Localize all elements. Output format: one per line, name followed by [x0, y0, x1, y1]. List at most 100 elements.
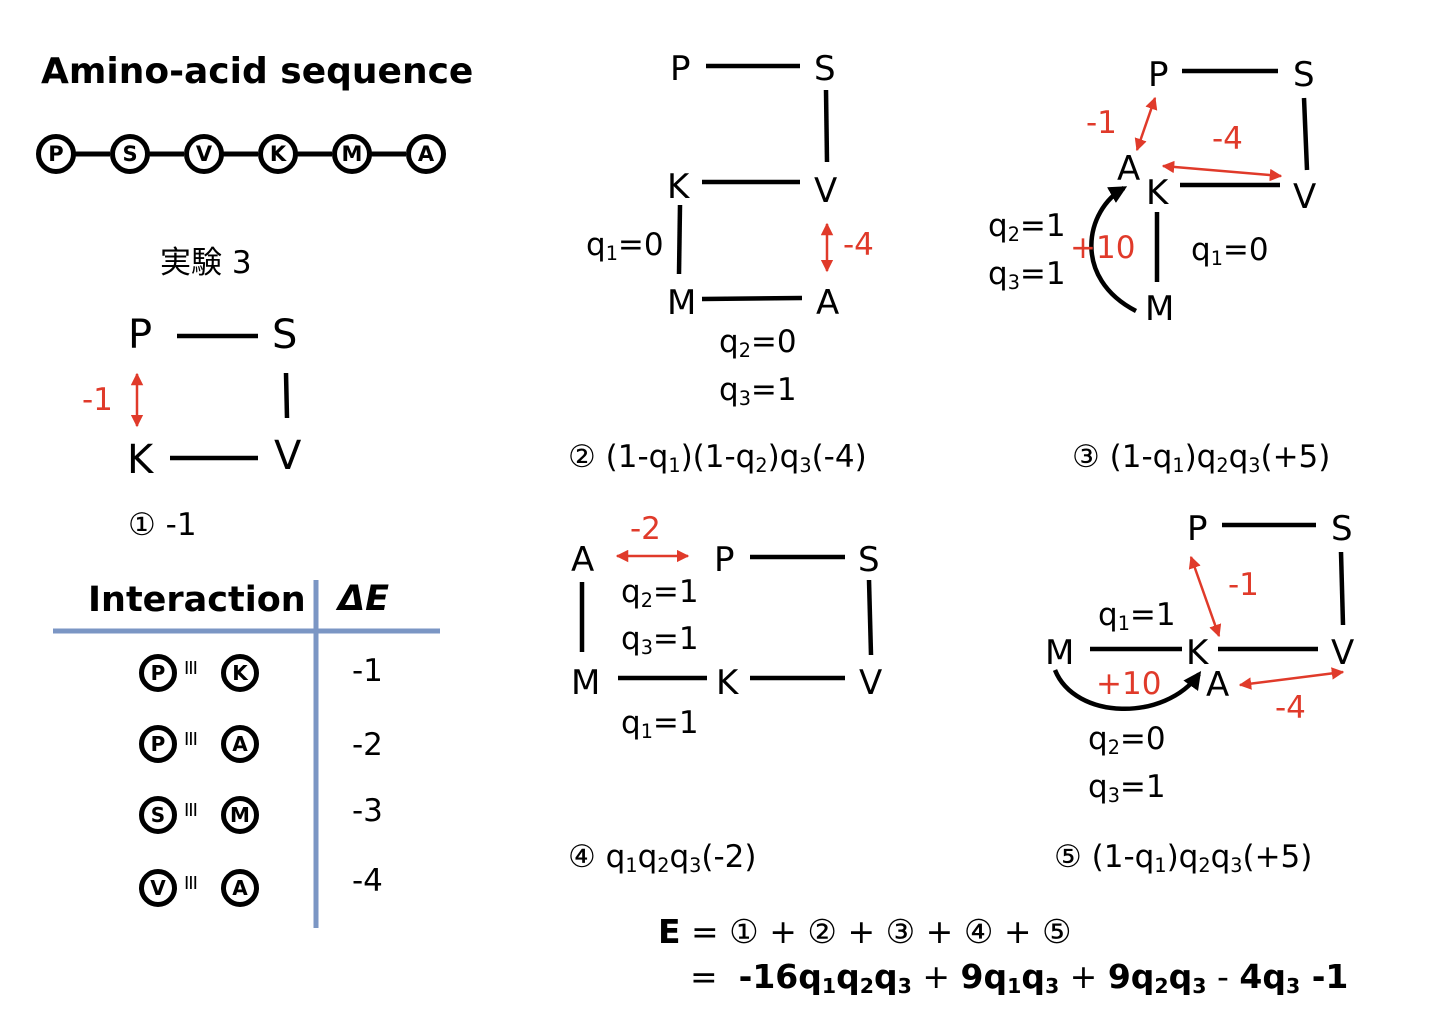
caption-text: -1	[165, 507, 197, 543]
header-interaction: Interaction	[88, 580, 306, 620]
q3-label: q3=1	[988, 256, 1066, 294]
config-1-bonds	[170, 333, 290, 461]
node-s: S	[1331, 509, 1353, 549]
node-k: K	[667, 167, 690, 207]
residue-left: P	[139, 725, 177, 763]
config-3-caption: ③ (1-q1)q2q3(+5)	[1072, 439, 1331, 477]
node-s: S	[1293, 55, 1315, 95]
node-a: A	[816, 283, 840, 323]
interaction-value: +10	[1096, 666, 1162, 702]
residue-left: S	[139, 796, 177, 834]
residue-m: M	[332, 134, 372, 174]
interaction-value: -1	[82, 382, 113, 418]
residue-right: A	[221, 725, 259, 763]
node-v: V	[814, 171, 838, 211]
config-2-bonds	[676, 63, 830, 302]
config-5-bonds	[1090, 522, 1346, 652]
interaction-value: -1	[1228, 567, 1259, 603]
q2-label: q2=0	[719, 324, 797, 362]
node-m: M	[571, 663, 601, 703]
q1-label: q1=0	[586, 227, 664, 265]
node-a: A	[571, 540, 595, 580]
caption-number: ①	[128, 507, 156, 543]
node-v: V	[1331, 633, 1355, 673]
node-v: V	[1293, 177, 1317, 217]
node-p: P	[128, 312, 153, 358]
residue-v: V	[184, 134, 224, 174]
residue-right: A	[221, 869, 259, 907]
config-2-caption: ② (1-q1)(1-q2)q3(-4)	[568, 439, 867, 477]
caption-number: ②	[568, 439, 596, 475]
node-s: S	[814, 49, 836, 89]
caption-number: ③	[1072, 439, 1100, 475]
contact-mark: III	[184, 800, 198, 821]
header-delta-e: ΔE	[338, 579, 389, 619]
node-k: K	[127, 437, 154, 483]
q2-label: q2=1	[621, 574, 699, 612]
q3-label: q3=1	[1088, 769, 1166, 807]
residue-p: P	[36, 134, 76, 174]
config-3-curved-arrow	[1089, 186, 1138, 313]
q1-label: q1=1	[1098, 597, 1176, 635]
residue-left: V	[139, 869, 177, 907]
contact-mark: III	[184, 729, 198, 750]
node-k: K	[716, 663, 739, 703]
node-k: K	[1186, 633, 1209, 673]
contact-mark: III	[184, 873, 198, 894]
interaction-value: -4	[1212, 121, 1243, 157]
interaction-value: -2	[630, 511, 661, 547]
node-m: M	[667, 283, 697, 323]
delta-e-value: -4	[352, 863, 383, 899]
interaction-value: -4	[843, 227, 874, 263]
node-m: M	[1145, 289, 1175, 329]
node-s: S	[858, 540, 880, 580]
sequence-title: Amino-acid sequence	[41, 51, 474, 92]
config-5-arrow-a-v	[1238, 667, 1345, 690]
energy-line-1: E = ① + ② + ③ + ④ + ⑤	[658, 912, 1072, 951]
delta-e-value: -3	[352, 793, 383, 829]
experiment-label: 実験 3	[160, 245, 252, 281]
node-m: M	[1045, 633, 1075, 673]
q3-label: q3=1	[719, 372, 797, 410]
config-4-caption: ④ q1q2q3(-2)	[568, 839, 757, 877]
node-s: S	[272, 312, 298, 358]
delta-e-value: -2	[352, 727, 383, 763]
config-3-arrow-p-a	[1134, 96, 1158, 152]
residue-k: K	[258, 134, 298, 174]
residue-right: K	[221, 654, 259, 692]
q1-label: q1=1	[621, 705, 699, 743]
residue-a: A	[406, 134, 446, 174]
q3-label: q3=1	[621, 621, 699, 659]
node-k: K	[1146, 173, 1169, 213]
residue-right: M	[221, 796, 259, 834]
q1-label: q1=0	[1191, 232, 1269, 270]
config-3-bonds	[1154, 68, 1310, 282]
node-a: A	[1206, 665, 1230, 705]
config-5-curved-arrow	[1052, 669, 1202, 711]
node-v: V	[274, 433, 302, 479]
config-5-caption: ⑤ (1-q1)q2q3(+5)	[1054, 839, 1313, 877]
node-p: P	[1187, 509, 1208, 549]
q2-label: q2=1	[988, 208, 1066, 246]
caption-number: ⑤	[1054, 839, 1082, 875]
interaction-value: +10	[1070, 230, 1136, 266]
interaction-value: -1	[1086, 105, 1117, 141]
delta-e-value: -1	[352, 653, 383, 689]
residue-s: S	[110, 134, 150, 174]
config-1-caption: ① -1	[128, 510, 197, 541]
contact-mark: III	[184, 658, 198, 679]
q2-label: q2=0	[1088, 721, 1166, 759]
node-p: P	[670, 49, 691, 89]
config-3-arrow-k-v	[1161, 160, 1283, 182]
config-4-bonds	[579, 554, 874, 681]
residue-left: P	[139, 654, 177, 692]
caption-number: ④	[568, 839, 596, 875]
node-v: V	[859, 663, 883, 703]
node-p: P	[714, 540, 735, 580]
config-5-arrow-p-a	[1188, 555, 1222, 638]
interaction-value: -4	[1275, 690, 1306, 726]
node-a: A	[1117, 149, 1141, 189]
node-p: P	[1148, 55, 1169, 95]
energy-line-2: = -16q1q2q3 + 9q1q3 + 9q2q3 - 4q3 -1	[690, 957, 1349, 999]
